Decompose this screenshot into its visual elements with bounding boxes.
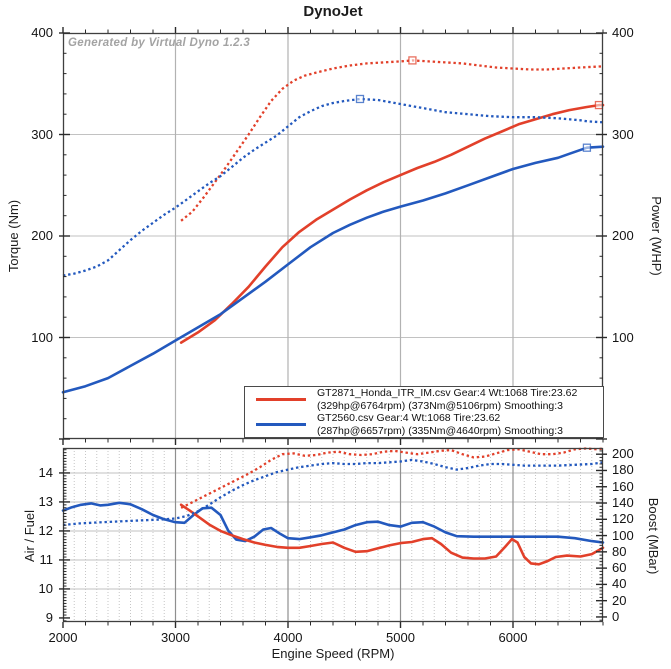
- tick-label: 200: [612, 228, 634, 243]
- tick-label: 100: [612, 527, 634, 543]
- series-gt2871-boost: [180, 447, 604, 509]
- legend-entry-title: GT2560.csv Gear:4 Wt:1068 Tire:23.62: [317, 412, 501, 424]
- tick-label: 14: [38, 464, 53, 480]
- peak-marker-gt2871-power: [594, 100, 604, 110]
- tick-label: 100: [612, 329, 634, 345]
- peak-marker-gt2871-torque: [408, 56, 417, 65]
- tick-label: 200: [612, 446, 634, 462]
- tick-label: 180: [612, 462, 634, 478]
- tick-label: 300: [612, 126, 634, 142]
- afr-boost-plot: [59, 447, 607, 628]
- series-gt2871-afr: [179, 503, 605, 566]
- tick-label: 0: [612, 608, 620, 624]
- tick-label: 13: [38, 493, 53, 509]
- tick-label: 200: [31, 228, 53, 243]
- tick-label: 9: [45, 609, 53, 625]
- tick-label: 140: [612, 495, 634, 511]
- legend-entry-gt2560: GT2560.csv Gear:4 Wt:1068 Tire:23.62 (28…: [245, 412, 603, 437]
- page-title: DynoJet: [303, 3, 363, 20]
- tick-label: 40: [612, 576, 627, 592]
- tick-label: 6000: [498, 630, 528, 645]
- tick-label: 120: [612, 511, 634, 527]
- watermark-text: Generated by Virtual Dyno 1.2.3: [68, 37, 251, 49]
- tick-label: 400: [612, 25, 634, 40]
- tick-label: 4000: [273, 630, 303, 645]
- tick-label: 10: [38, 580, 53, 596]
- tick-label: 11: [39, 551, 54, 567]
- legend-entry-gt2871: GT2871_Honda_ITR_IM.csv Gear:4 Wt:1068 T…: [245, 387, 603, 412]
- series-gt2560-afr: [61, 501, 605, 544]
- x-axis-title: Engine Speed (RPM): [271, 646, 395, 661]
- peak-marker-gt2560-power: [582, 143, 592, 152]
- legend-line-sample-red: [256, 398, 306, 401]
- series-gt2560-boost: [62, 458, 604, 527]
- tick-label: 20: [612, 592, 627, 608]
- series-gt2871-power: [179, 103, 605, 344]
- legend-entry-stats: (329hp@6764rpm) (373Nm@5106rpm) Smoothin…: [317, 399, 564, 412]
- tick-label: 2000: [48, 630, 78, 645]
- legend-box: GT2871_Honda_ITR_IM.csv Gear:4 Wt:1068 T…: [244, 386, 604, 438]
- legend-entry-title: GT2871_Honda_ITR_IM.csv Gear:4 Wt:1068 T…: [317, 387, 578, 399]
- peak-marker-gt2560-torque: [355, 94, 365, 104]
- series-gt2871-torque: [180, 59, 603, 222]
- tick-label: 100: [31, 329, 53, 345]
- tick-label: 300: [31, 126, 53, 142]
- series-gt2560-torque: [62, 97, 604, 277]
- tick-label: 80: [612, 543, 627, 559]
- tick-label: 60: [612, 560, 627, 576]
- tick-label: 12: [38, 522, 53, 538]
- tick-label: 400: [31, 25, 53, 40]
- tick-label: 3000: [161, 630, 190, 645]
- torque-power-plot: [59, 27, 607, 445]
- tick-label: 160: [612, 478, 634, 494]
- tick-label: 5000: [386, 630, 415, 645]
- legend-line-sample-blue: [256, 423, 306, 426]
- legend-entry-stats: (287hp@6657rpm) (335Nm@4640rpm) Smoothin…: [317, 424, 564, 437]
- series-gt2560-power: [61, 145, 605, 394]
